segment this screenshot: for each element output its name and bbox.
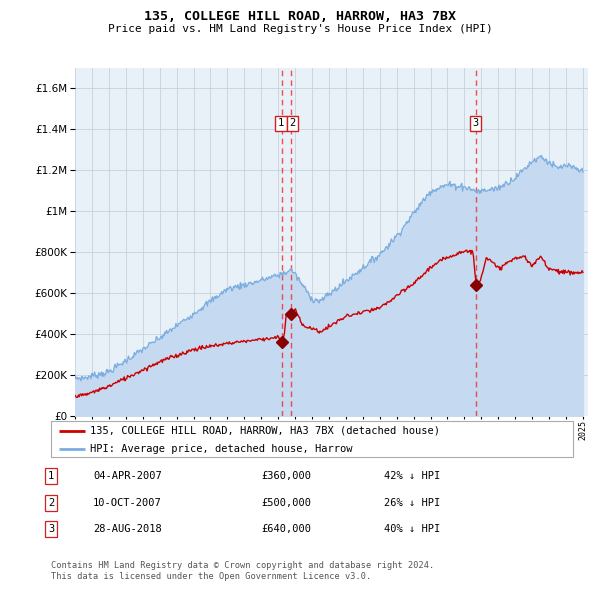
Text: 40% ↓ HPI: 40% ↓ HPI xyxy=(384,525,440,534)
Text: 2: 2 xyxy=(289,118,296,128)
Text: 2: 2 xyxy=(48,498,54,507)
Text: 135, COLLEGE HILL ROAD, HARROW, HA3 7BX: 135, COLLEGE HILL ROAD, HARROW, HA3 7BX xyxy=(144,10,456,23)
Text: 28-AUG-2018: 28-AUG-2018 xyxy=(93,525,162,534)
Text: £640,000: £640,000 xyxy=(261,525,311,534)
Text: 42% ↓ HPI: 42% ↓ HPI xyxy=(384,471,440,481)
Text: 135, COLLEGE HILL ROAD, HARROW, HA3 7BX (detached house): 135, COLLEGE HILL ROAD, HARROW, HA3 7BX … xyxy=(90,426,440,436)
Text: 1: 1 xyxy=(48,471,54,481)
Text: Contains HM Land Registry data © Crown copyright and database right 2024.: Contains HM Land Registry data © Crown c… xyxy=(51,560,434,569)
Text: £360,000: £360,000 xyxy=(261,471,311,481)
Text: 3: 3 xyxy=(473,118,479,128)
Text: 1: 1 xyxy=(278,118,284,128)
Text: Price paid vs. HM Land Registry's House Price Index (HPI): Price paid vs. HM Land Registry's House … xyxy=(107,25,493,34)
Text: HPI: Average price, detached house, Harrow: HPI: Average price, detached house, Harr… xyxy=(90,444,353,454)
Text: This data is licensed under the Open Government Licence v3.0.: This data is licensed under the Open Gov… xyxy=(51,572,371,581)
Text: £500,000: £500,000 xyxy=(261,498,311,507)
Text: 04-APR-2007: 04-APR-2007 xyxy=(93,471,162,481)
Text: 10-OCT-2007: 10-OCT-2007 xyxy=(93,498,162,507)
Text: 3: 3 xyxy=(48,525,54,534)
Text: 26% ↓ HPI: 26% ↓ HPI xyxy=(384,498,440,507)
